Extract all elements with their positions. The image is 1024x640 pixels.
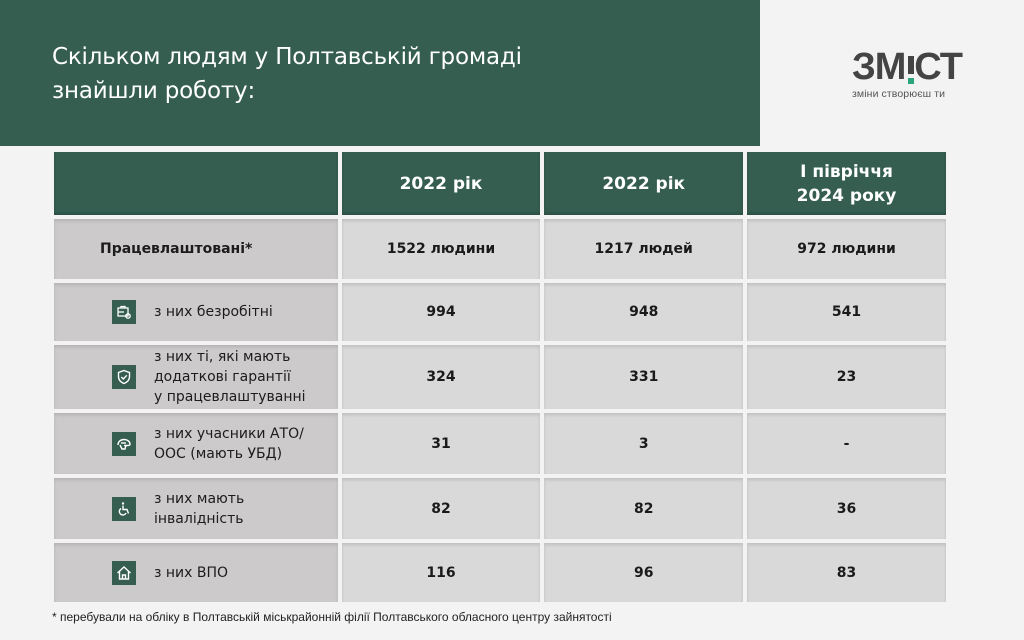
table-cell: 116: [341, 543, 541, 602]
table-cell: 324: [341, 345, 541, 409]
table-cell: 331: [544, 345, 744, 409]
row-label-line: інвалідність: [154, 510, 244, 527]
table-cell: 82: [341, 478, 541, 539]
table-cell: 3: [544, 413, 744, 474]
row-label-line: з них ті, які мають: [154, 349, 291, 365]
table-cell: 541: [747, 283, 946, 341]
table-row: Працевлаштовані* 1522 людини 1217 людей …: [54, 219, 946, 279]
column-header-empty: [54, 152, 338, 215]
table-cell: 948: [544, 283, 744, 341]
table-cell: 1522 людини: [341, 219, 541, 279]
table-row: з них ВПО 116 96 83: [54, 543, 946, 602]
row-label: з них ВПО: [54, 543, 338, 602]
row-label: з них мають інвалідність: [54, 478, 338, 539]
table-cell: 23: [747, 345, 946, 409]
row-label-line: з них учасники АТО/: [154, 425, 304, 442]
column-header: І півріччя 2024 року: [747, 152, 946, 215]
logo-word-right: СТ: [914, 46, 963, 88]
column-header-line: 2024 року: [796, 185, 897, 206]
table-cell: 96: [544, 543, 744, 602]
row-label: Працевлаштовані*: [54, 219, 338, 279]
table-row: з них учасники АТО/ ООС (мають УБД) 31 3…: [54, 413, 946, 474]
title-line-1: Скільком людям у Полтавській громаді: [52, 44, 522, 70]
table-cell: 972 людини: [747, 219, 946, 279]
page-title: Скільком людям у Полтавській громаді зна…: [52, 40, 732, 108]
column-header: 2022 рік: [341, 152, 541, 215]
employment-table: 2022 рік 2022 рік І півріччя 2024 року П…: [50, 148, 950, 606]
table-cell: 31: [341, 413, 541, 474]
title-line-2: знайшли роботу:: [52, 78, 256, 104]
column-header: 2022 рік: [544, 152, 744, 215]
footnote: * перебували на обліку в Полтавській міс…: [52, 610, 612, 624]
table-row: з них мають інвалідність 82 82 36: [54, 478, 946, 539]
row-label: з них безробітні: [54, 283, 338, 341]
table-cell: 82: [544, 478, 744, 539]
header-banner: Скільком людям у Полтавській громаді зна…: [0, 0, 760, 146]
wheelchair-icon: [112, 496, 136, 521]
row-label: з них ті, які мають додаткові гарантії у…: [54, 345, 338, 409]
row-label: з них учасники АТО/ ООС (мають УБД): [54, 413, 338, 474]
military-helmet-icon: [112, 431, 136, 456]
table-cell: 83: [747, 543, 946, 602]
home-icon: [112, 560, 136, 585]
table-cell: 994: [341, 283, 541, 341]
row-label-line: у працевлаштуванні: [154, 389, 306, 405]
zmist-logo: ЗМ СТ зміни створюєш ти: [852, 46, 963, 100]
logo-wordmark: ЗМ СТ: [852, 46, 963, 88]
shield-check-icon: [112, 365, 136, 389]
row-label-line: з них безробітні: [154, 304, 273, 320]
row-label-line: з них ВПО: [154, 564, 229, 581]
logo-tagline: зміни створюєш ти: [852, 88, 946, 100]
logo-exclamation-icon: [907, 54, 915, 86]
table-row: з них безробітні 994 948 541: [54, 283, 946, 341]
row-label-line: додаткові гарантії: [154, 369, 291, 385]
row-label-line: ООС (мають УБД): [154, 445, 283, 462]
table-row: з них ті, які мають додаткові гарантії у…: [54, 345, 946, 409]
row-label-line: з них мають: [154, 490, 245, 507]
table-cell: 36: [747, 478, 946, 539]
table-header-row: 2022 рік 2022 рік І півріччя 2024 року: [54, 152, 946, 215]
column-header-line: І півріччя: [800, 161, 893, 182]
table-cell: 1217 людей: [544, 219, 744, 279]
table-cell: -: [747, 413, 946, 474]
job-search-icon: [112, 300, 136, 324]
logo-word-left: ЗМ: [852, 46, 906, 88]
